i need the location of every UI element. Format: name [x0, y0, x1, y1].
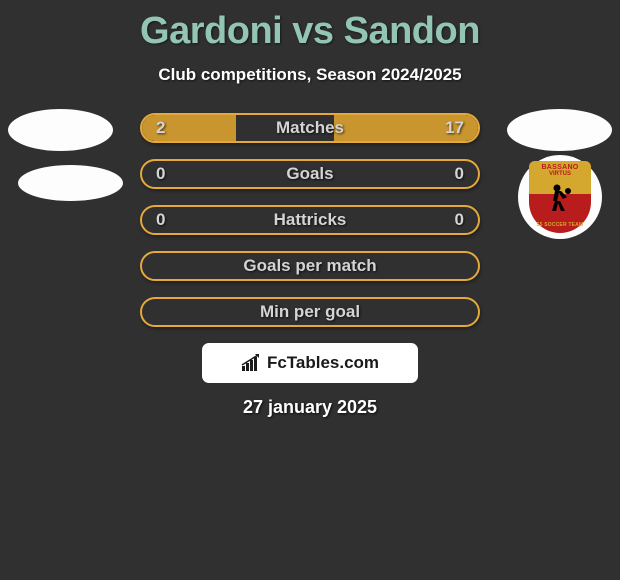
stat-label: Goals per match — [243, 256, 376, 276]
badge-top-text: BASSANO — [541, 164, 578, 171]
stat-value-left: 0 — [156, 210, 165, 230]
stat-row-hattricks: 0 Hattricks 0 — [140, 205, 480, 235]
stat-row-min-per-goal: Min per goal — [140, 297, 480, 327]
club-badge-shield: BASSANO VIRTUS 55 SOCCER TEAM — [529, 161, 591, 233]
date-line: 27 january 2025 — [0, 397, 620, 418]
badge-bottom-text: 55 SOCCER TEAM — [537, 222, 584, 228]
stat-value-left: 0 — [156, 164, 165, 184]
brand-box[interactable]: FcTables.com — [202, 343, 418, 383]
stat-value-right: 0 — [455, 210, 464, 230]
stat-row-goals: 0 Goals 0 — [140, 159, 480, 189]
badge-mid-text: VIRTUS — [549, 171, 571, 177]
stat-row-goals-per-match: Goals per match — [140, 251, 480, 281]
stat-label: Goals — [286, 164, 333, 184]
stat-value-left: 2 — [156, 118, 165, 138]
comparison-card: Gardoni vs Sandon Club competitions, Sea… — [0, 0, 620, 418]
chart-icon — [241, 354, 263, 372]
stat-row-matches: 2 Matches 17 — [140, 113, 480, 143]
stat-rows: 2 Matches 17 0 Goals 0 0 Hattricks 0 Goa… — [140, 113, 480, 327]
stat-value-right: 17 — [445, 118, 464, 138]
player-avatar-left-1 — [8, 109, 113, 151]
stats-area: BASSANO VIRTUS 55 SOCCER TEAM 2 Matches … — [0, 113, 620, 418]
badge-player-icon — [547, 183, 573, 213]
brand-text: FcTables.com — [267, 353, 379, 373]
stat-label: Min per goal — [260, 302, 360, 322]
stat-label: Hattricks — [274, 210, 347, 230]
subtitle: Club competitions, Season 2024/2025 — [0, 65, 620, 85]
stat-value-right: 0 — [455, 164, 464, 184]
player-avatar-right-1 — [507, 109, 612, 151]
stat-label: Matches — [276, 118, 344, 138]
club-badge: BASSANO VIRTUS 55 SOCCER TEAM — [518, 155, 602, 239]
page-title: Gardoni vs Sandon — [0, 10, 620, 53]
player-avatar-left-2 — [18, 165, 123, 201]
